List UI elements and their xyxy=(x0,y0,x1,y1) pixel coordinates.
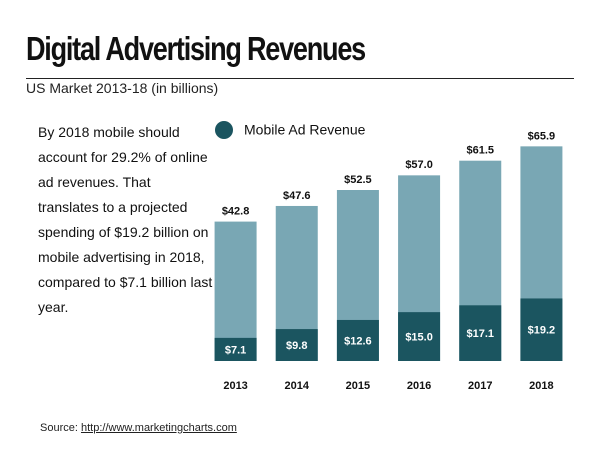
x-tick-label: 2017 xyxy=(468,380,492,392)
value-label: $19.2 xyxy=(528,325,556,337)
x-tick-label: 2015 xyxy=(346,380,370,392)
legend-label: Mobile Ad Revenue xyxy=(244,122,366,138)
title: Digital Advertising Revenues xyxy=(26,30,366,67)
source-link[interactable]: http://www.marketingcharts.com xyxy=(80,422,237,434)
value-label: $12.6 xyxy=(344,335,372,347)
x-tick-label: 2016 xyxy=(407,380,431,392)
value-label: $65.9 xyxy=(528,130,556,142)
divider xyxy=(26,78,574,79)
value-label: $7.1 xyxy=(225,344,246,356)
source: Source: http://www.marketingcharts.com xyxy=(40,422,237,434)
value-label: $61.5 xyxy=(466,145,494,157)
bar xyxy=(520,298,563,361)
value-label: $9.8 xyxy=(286,340,307,352)
bar xyxy=(214,221,257,361)
bar xyxy=(398,312,441,361)
value-label: $57.0 xyxy=(405,159,433,171)
x-tick-label: 2013 xyxy=(223,380,247,392)
bar xyxy=(214,337,257,361)
legend-marker xyxy=(215,121,233,139)
x-tick-label: 2018 xyxy=(529,380,553,392)
value-label: $42.8 xyxy=(222,206,250,218)
value-label: $52.5 xyxy=(344,174,372,186)
chart: Mobile Ad Revenue 2013 $42.8 $7.1 2014 $47.6 $… xyxy=(214,121,563,392)
bar xyxy=(459,305,502,361)
bar xyxy=(336,319,379,361)
x-tick-label: 2014 xyxy=(285,380,310,392)
value-label: $15.0 xyxy=(405,331,433,343)
value-label: $47.6 xyxy=(283,190,311,202)
value-label: $17.1 xyxy=(466,328,494,340)
subtitle: US Market 2013-18 (in billions) xyxy=(26,80,219,96)
note: By 2018 mobile should account for 29.2% … xyxy=(38,124,213,315)
bar xyxy=(275,329,318,361)
source-label: Source: xyxy=(40,422,78,434)
